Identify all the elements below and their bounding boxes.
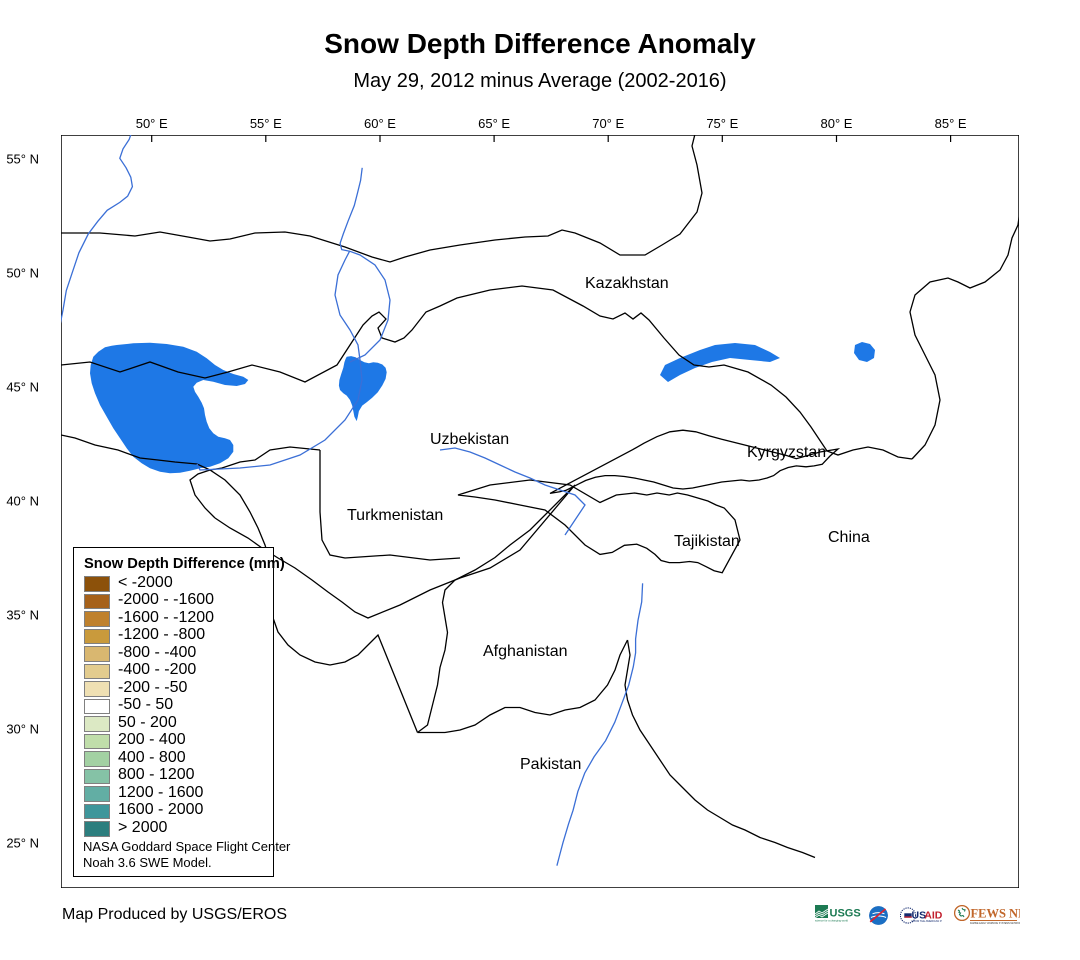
svg-text:Tajikistan: Tajikistan [674,533,740,550]
svg-text:FROM THE AMERICAN PEOPLE: FROM THE AMERICAN PEOPLE [912,919,943,923]
svg-text:Turkmenistan: Turkmenistan [347,507,443,524]
svg-text:FEWS NET: FEWS NET [971,907,1021,921]
svg-text:USGS: USGS [830,908,861,920]
svg-text:science for a changing world: science for a changing world [815,919,848,923]
svg-text:Uzbekistan: Uzbekistan [430,431,509,448]
svg-text:FAMINE EARLY WARNING SYSTEMS N: FAMINE EARLY WARNING SYSTEMS NETWORK [970,922,1020,925]
svg-text:Kazakhstan: Kazakhstan [585,275,669,292]
svg-text:Pakistan: Pakistan [520,756,581,773]
svg-text:Afghanistan: Afghanistan [483,643,568,660]
svg-text:China: China [828,529,870,546]
svg-text:Kyrgyzstan: Kyrgyzstan [747,444,826,461]
